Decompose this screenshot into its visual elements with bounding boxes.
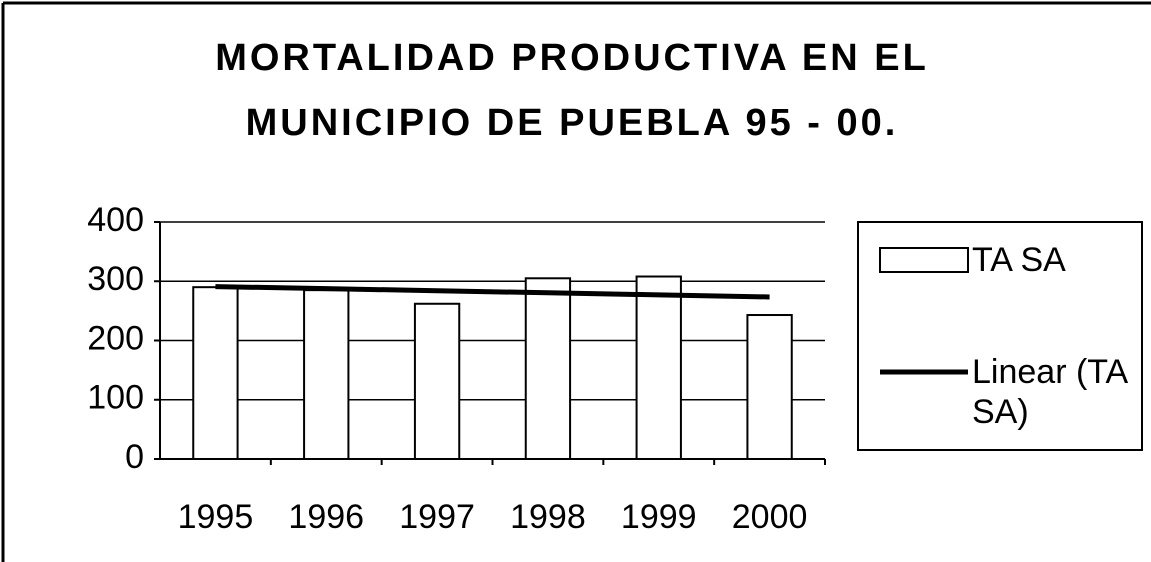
bar <box>524 277 572 460</box>
chart-title: MORTALIDAD PRODUCTIVA EN EL <box>215 37 929 79</box>
bar <box>746 314 793 460</box>
legend-item: Linear (TA SA) <box>972 353 1127 431</box>
legend-swatch <box>879 247 969 273</box>
y-tick-label: 300 <box>87 260 144 298</box>
bar <box>413 302 461 461</box>
legend-label: Linear (TA SA) <box>972 353 1127 431</box>
bar <box>192 286 239 460</box>
y-tick-label: 400 <box>87 201 144 239</box>
bar <box>635 275 682 461</box>
x-tick-label: 1997 <box>399 498 475 536</box>
bar <box>303 289 350 461</box>
legend-label: TA SA <box>972 241 1066 279</box>
y-tick-label: 100 <box>87 379 144 417</box>
x-tick-label: 1995 <box>178 498 254 536</box>
x-tick-label: 1999 <box>621 498 697 536</box>
y-tick-label: 0 <box>125 438 144 476</box>
y-tick-label: 200 <box>87 319 144 357</box>
x-tick-label: 2000 <box>732 498 808 536</box>
chart-title: MUNICIPIO DE PUEBLA 95 - 00. <box>246 102 899 144</box>
x-tick-label: 1998 <box>510 498 586 536</box>
x-tick-label: 1996 <box>288 498 364 536</box>
trend-line <box>215 284 770 300</box>
legend-item: TA SA <box>972 241 1066 279</box>
